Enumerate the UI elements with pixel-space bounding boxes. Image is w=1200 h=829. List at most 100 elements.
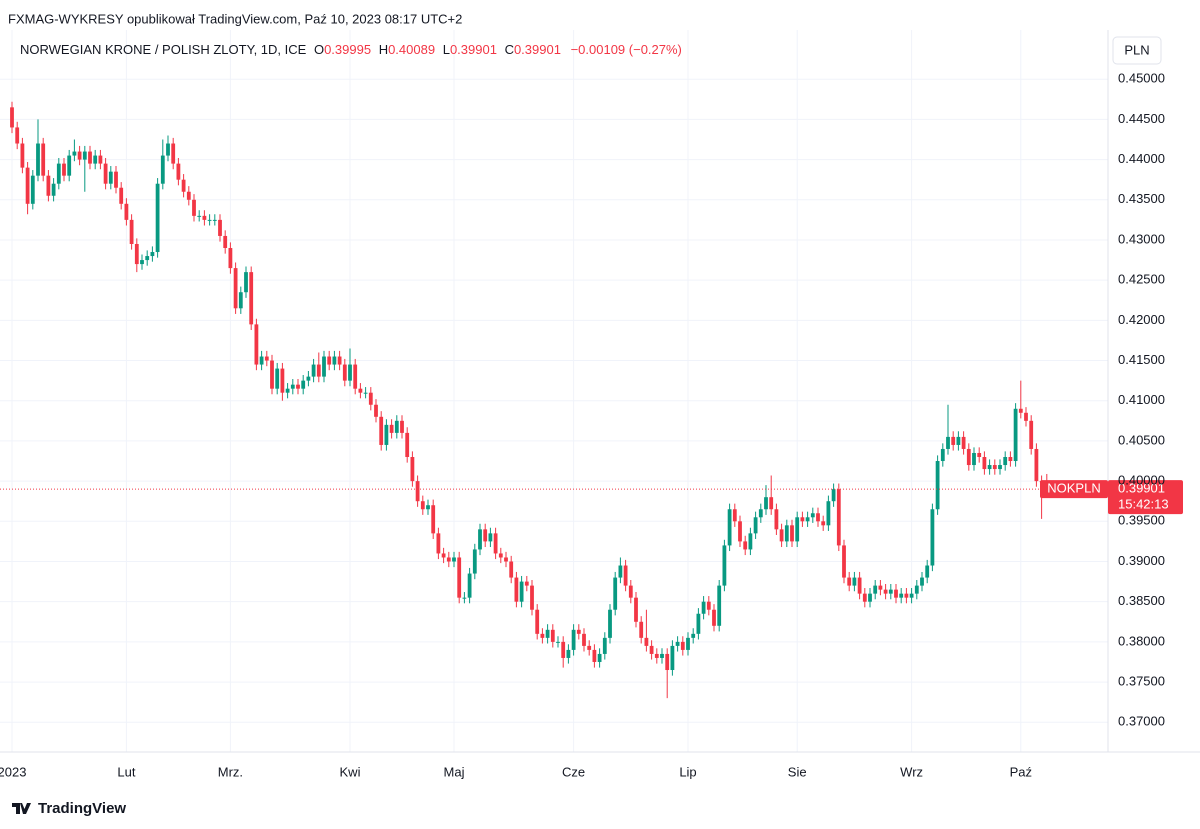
candle-body: [405, 432, 410, 458]
candle-body: [784, 525, 789, 542]
candle-body: [504, 557, 508, 562]
candle-body: [93, 155, 98, 164]
candle-body: [400, 420, 404, 433]
candle-body: [738, 521, 742, 542]
candle-body: [171, 143, 176, 164]
y-tick-label: 0.42500: [1118, 272, 1165, 287]
candle-body: [207, 219, 212, 221]
candle-body: [665, 653, 670, 671]
price-tag-value: 0.39901: [1118, 481, 1165, 496]
candle-body: [478, 529, 482, 550]
candle-body: [228, 248, 233, 269]
candle-body: [160, 155, 165, 184]
candle-body: [56, 163, 61, 184]
candle-body: [311, 364, 316, 377]
candle-body: [530, 585, 534, 610]
candle-body: [1029, 420, 1034, 449]
candle-body: [363, 392, 368, 394]
candle-body: [493, 533, 498, 554]
candle-body: [202, 215, 207, 220]
candle-body: [384, 424, 389, 445]
candle-body: [483, 529, 488, 542]
candle-body: [862, 593, 867, 602]
y-tick-label: 0.44500: [1118, 111, 1165, 126]
y-tick-label: 0.40500: [1118, 432, 1165, 447]
candle-body: [389, 424, 394, 433]
symbol: NORWEGIAN KRONE / POLISH ZLOTY, 1D, ICE: [20, 42, 307, 57]
currency-box[interactable]: [1112, 36, 1162, 65]
candle-body: [998, 465, 1002, 470]
candle-body: [280, 368, 285, 393]
candle-body: [842, 545, 846, 578]
candle-body: [41, 143, 46, 176]
candle-body: [618, 565, 623, 578]
candle-body: [717, 585, 722, 626]
candle-body: [545, 629, 550, 638]
candle-body: [327, 356, 332, 365]
x-tick-label: Wrz: [900, 764, 923, 779]
candle-body: [816, 513, 820, 522]
candle-body: [623, 565, 628, 586]
candle-body: [587, 645, 592, 650]
high-label: H: [379, 42, 388, 57]
candle-body: [1018, 408, 1023, 413]
low-label: L: [443, 42, 450, 57]
candle-body: [1013, 408, 1018, 462]
close-value: 0.39901: [514, 42, 561, 57]
publisher-title: FXMAG-WYKRESY opublikował TradingView.co…: [8, 11, 462, 26]
symbol-legend: NORWEGIAN KRONE / POLISH ZLOTY, 1D, ICE …: [20, 42, 682, 57]
close-label: C: [505, 42, 514, 57]
y-tick-label: 0.41000: [1118, 392, 1165, 407]
candle-body: [77, 151, 82, 160]
candle-body: [275, 368, 280, 389]
candle-body: [753, 517, 758, 534]
candle-body: [935, 461, 940, 510]
candle-body: [550, 629, 555, 642]
candle-body: [524, 581, 529, 586]
x-tick-label: Mrz.: [218, 764, 243, 779]
x-tick-label: 2023: [0, 764, 26, 779]
x-tick-label: Cze: [562, 764, 585, 779]
candle-body: [1034, 448, 1039, 482]
candle-body: [987, 465, 992, 470]
candle-body: [20, 143, 25, 168]
candle-body: [914, 585, 919, 594]
candle-body: [249, 272, 254, 325]
candle-body: [966, 448, 971, 466]
open-value: 0.39995: [324, 42, 371, 57]
candle-body: [925, 565, 930, 578]
candle-body: [259, 356, 264, 365]
candle-body: [660, 653, 664, 658]
candle-body: [140, 260, 144, 265]
y-tick-label: 0.39500: [1118, 513, 1165, 528]
change: −0.00109 (−0.27%): [571, 42, 682, 57]
candle-body: [582, 633, 586, 646]
y-tick-label: 0.38000: [1118, 633, 1165, 648]
candle-body: [888, 589, 893, 594]
candle-body: [348, 364, 352, 381]
candle-body: [426, 505, 430, 510]
candle-body: [46, 175, 51, 196]
candle-body: [608, 609, 612, 638]
candle-body: [270, 360, 274, 389]
x-tick-label: Lip: [679, 764, 696, 779]
candle-body: [509, 561, 514, 578]
y-tick-label: 0.45000: [1118, 71, 1165, 86]
candle-body: [51, 183, 56, 196]
candle-body: [847, 577, 852, 586]
candle-body: [514, 577, 519, 602]
candle-body: [452, 557, 456, 562]
candle-body: [498, 553, 503, 558]
candle-body: [774, 509, 779, 530]
candle-body: [457, 557, 462, 598]
candle-body: [150, 252, 155, 257]
candle-body: [353, 364, 358, 389]
candle-body: [441, 553, 446, 558]
candle-body: [306, 376, 311, 381]
candle-body: [296, 384, 300, 389]
candle-body: [124, 203, 129, 220]
candle-body: [244, 272, 248, 293]
candle-body: [946, 436, 950, 449]
candle-body: [644, 637, 649, 646]
